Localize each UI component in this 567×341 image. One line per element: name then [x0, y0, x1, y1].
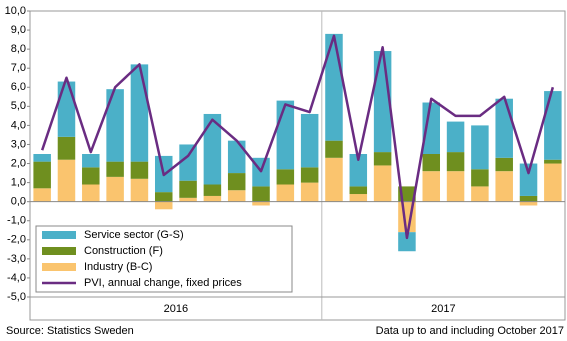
legend-swatch	[42, 247, 76, 255]
bar	[495, 98, 513, 158]
bar	[325, 33, 343, 141]
year-label: 2017	[431, 303, 455, 315]
bar	[544, 91, 562, 160]
bar	[422, 154, 441, 172]
bar	[495, 171, 513, 202]
bar	[227, 173, 246, 191]
bar	[349, 186, 368, 195]
bar	[276, 184, 295, 202]
bar	[398, 232, 416, 252]
bar	[179, 197, 197, 202]
bar	[57, 159, 76, 202]
bar	[106, 89, 124, 162]
bar	[179, 180, 197, 198]
bar	[33, 188, 51, 202]
y-tick-label: -5,0	[7, 291, 26, 303]
bar	[519, 163, 538, 196]
y-tick-label: 10,0	[5, 5, 26, 17]
bar	[227, 140, 246, 174]
bar	[106, 176, 124, 202]
bar	[300, 167, 319, 183]
y-tick-label: 5,0	[11, 100, 26, 112]
bar	[203, 113, 222, 185]
bar	[179, 144, 197, 181]
bar	[276, 100, 295, 170]
bar	[130, 64, 149, 162]
y-tick-label: 4,0	[11, 119, 26, 131]
bar	[227, 190, 246, 202]
bar	[495, 157, 513, 172]
bar	[300, 182, 319, 202]
y-tick-label: -2,0	[7, 234, 26, 246]
y-tick-label: 6,0	[11, 81, 26, 93]
legend-box	[35, 225, 293, 293]
legend-label: Service sector (G-S)	[84, 229, 184, 241]
bar	[446, 121, 465, 153]
y-tick-label: 1,0	[11, 177, 26, 189]
bar	[57, 81, 76, 137]
bar	[471, 169, 489, 187]
bar	[106, 161, 124, 177]
bar	[422, 102, 441, 154]
y-tick-label: 9,0	[11, 24, 26, 36]
bar	[519, 201, 538, 206]
bar	[203, 195, 222, 202]
bar	[203, 184, 222, 196]
bar	[544, 163, 562, 202]
legend-swatch	[42, 231, 76, 239]
y-tick-label: 0,0	[11, 196, 26, 208]
legend-swatch	[42, 263, 76, 271]
bar	[130, 161, 149, 179]
plot-frame	[29, 10, 566, 321]
bar	[422, 171, 441, 202]
bar	[82, 167, 100, 185]
line	[40, 34, 555, 240]
bar	[82, 154, 100, 168]
legend-label: Construction (F)	[84, 245, 163, 257]
bar	[544, 159, 562, 164]
source: Source: Statistics Sweden	[6, 325, 134, 337]
bar	[349, 154, 368, 187]
bar	[471, 186, 489, 202]
y-tick-label: -3,0	[7, 253, 26, 265]
y-tick-label: 2,0	[11, 157, 26, 169]
bar	[154, 201, 173, 210]
y-tick-label: -4,0	[7, 272, 26, 284]
bar	[373, 152, 392, 166]
legend-label: Industry (B-C)	[84, 261, 152, 273]
y-tick-label: -1,0	[7, 215, 26, 227]
bar	[82, 184, 100, 202]
bar	[130, 178, 149, 202]
bar	[325, 157, 343, 202]
bar	[33, 161, 51, 189]
bar	[519, 195, 538, 202]
bar	[373, 165, 392, 202]
bar	[33, 154, 51, 162]
bar	[325, 140, 343, 158]
note: Data up to and including October 2017	[376, 325, 564, 337]
bar	[446, 171, 465, 202]
bar	[154, 192, 173, 202]
legend-label: PVI, annual change, fixed prices	[84, 277, 242, 289]
bar	[276, 169, 295, 185]
bar	[57, 136, 76, 160]
bar	[446, 152, 465, 172]
y-tick-label: 7,0	[11, 62, 26, 74]
y-tick-label: 3,0	[11, 138, 26, 150]
bar	[349, 194, 368, 202]
bar	[300, 113, 319, 168]
bar	[252, 186, 270, 202]
y-tick-label: 8,0	[11, 43, 26, 55]
bar	[252, 201, 270, 206]
bar	[471, 125, 489, 170]
year-label: 2016	[164, 303, 188, 315]
